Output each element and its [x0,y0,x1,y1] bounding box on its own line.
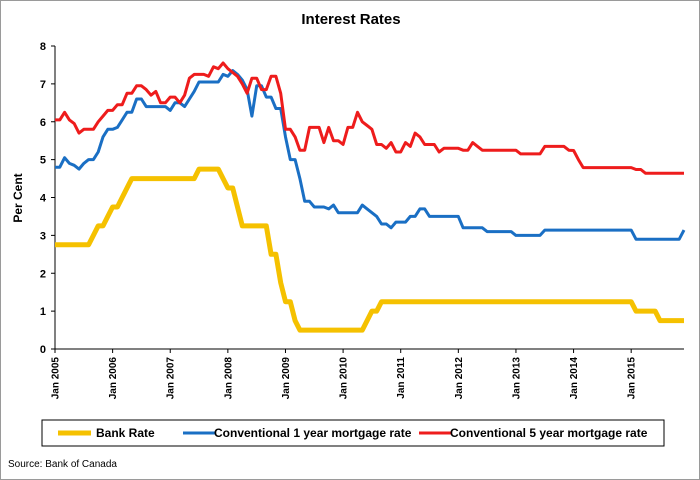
y-tick-label: 1 [40,306,46,318]
x-tick-label: Jan 2014 [569,357,580,400]
y-tick-label: 6 [40,117,46,129]
legend-box [41,419,665,447]
x-tick-label: Jan 2007 [166,357,177,400]
x-tick-label: Jan 2006 [108,357,119,400]
x-axis: Jan 2005 Jan 2006 Jan 2007 Jan 2008 Jan 2009… [51,349,638,399]
y-tick-label: 5 [40,155,46,167]
x-tick-label: Jan 2015 [627,357,638,400]
y-tick-label: 3 [40,230,46,242]
y-axis-title: Per Cent [11,173,25,222]
legend-label: Conventional 5 year mortgage rate [450,426,648,440]
legend-label: Conventional 1 year mortgage rate [214,426,412,440]
legend-label: Bank Rate [96,426,155,440]
legend: Bank Rate Conventional 1 year mortgage ra… [41,419,665,447]
x-tick-label: Jan 2011 [396,357,407,399]
x-tick-label: Jan 2010 [339,357,350,400]
y-tick-label: 0 [40,344,46,356]
series-line-conventional-5-year-mortgage-rate [55,61,684,175]
series-lines [55,61,686,333]
x-tick-label: Jan 2013 [511,357,522,400]
chart-title: Interest Rates [301,11,400,28]
y-tick-label: 2 [40,268,46,280]
x-tick-label: Jan 2008 [223,357,234,400]
y-axis: 0 1 2 3 4 5 6 7 8 [40,41,55,356]
source-note: Source: Bank of Canada [8,459,117,470]
x-tick-label: Jan 2012 [454,357,465,400]
series-line-bank-rate [55,166,684,333]
y-tick-label: 7 [40,79,46,91]
y-tick-label: 8 [40,41,46,53]
x-tick-label: Jan 2005 [51,357,62,400]
series-line-conventional-1-year-mortgage-rate [55,69,686,241]
x-tick-label: Jan 2009 [281,357,292,400]
y-tick-label: 4 [40,193,47,205]
